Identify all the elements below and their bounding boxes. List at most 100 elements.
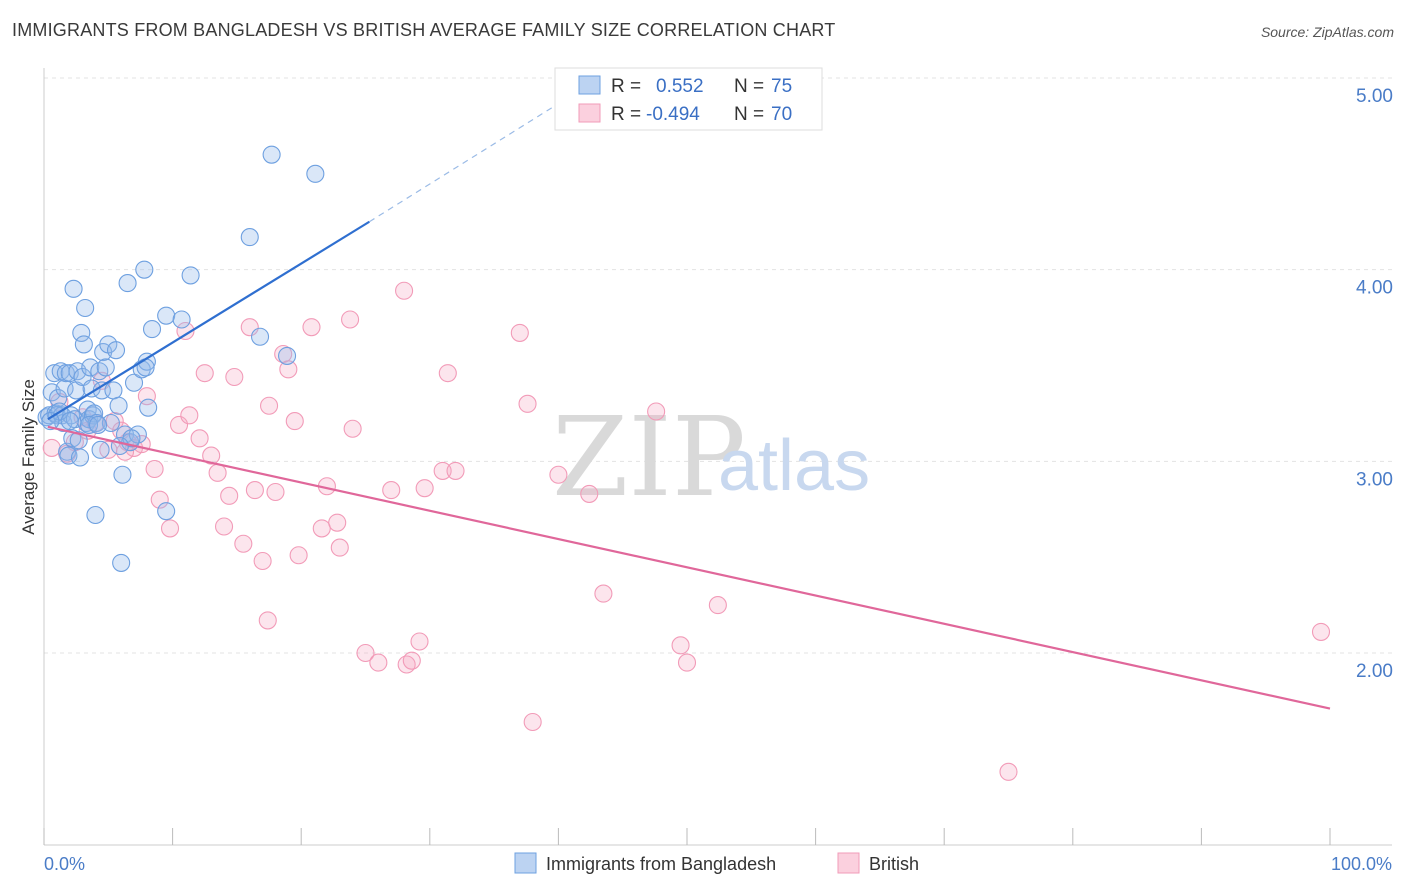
point-bangladesh (240, 228, 259, 247)
point-bangladesh (172, 310, 191, 329)
point-bangladesh (74, 335, 93, 354)
point-bangladesh (86, 505, 105, 525)
point-british (382, 481, 401, 500)
point-bangladesh (136, 358, 155, 377)
y-tick-label: 4.00 (1356, 278, 1393, 299)
legend-label-british: British (869, 854, 919, 874)
point-bangladesh (70, 448, 90, 467)
point-british (330, 538, 349, 557)
legend-swatch-bangladesh (514, 852, 537, 874)
point-bangladesh (262, 145, 281, 164)
point-british (302, 318, 321, 337)
point-bangladesh (157, 306, 176, 325)
point-british (415, 479, 434, 498)
point-bangladesh (96, 358, 115, 377)
point-british (253, 551, 272, 571)
series-british-points (42, 281, 1331, 781)
point-british (234, 534, 253, 553)
point-british (150, 490, 169, 509)
bottom-legend: Immigrants from Bangladesh British (514, 852, 919, 874)
point-british (279, 360, 298, 379)
watermark-zip: ZIP (552, 393, 746, 521)
y-tick-label: 2.00 (1356, 661, 1393, 682)
point-british (176, 321, 195, 341)
point-british (202, 446, 221, 465)
point-british (671, 636, 690, 655)
point-british (341, 310, 360, 329)
y-tick-labels: 2.00 3.00 4.00 5.00 (1356, 86, 1393, 682)
point-british (259, 396, 279, 415)
point-british (1311, 622, 1331, 641)
point-british (402, 651, 421, 670)
point-bangladesh (81, 358, 100, 377)
point-bangladesh (56, 364, 75, 383)
point-bangladesh (59, 446, 78, 465)
stats-swatch-blue (578, 75, 601, 95)
point-british (190, 429, 209, 448)
trend-line-bangladesh-extension (369, 87, 585, 223)
stats-n-label-pink: N = (734, 104, 764, 125)
point-bangladesh (142, 320, 162, 339)
stats-swatch-pink (578, 103, 601, 123)
trend-lines (47, 87, 1331, 710)
legend-swatch-british (837, 852, 860, 874)
point-bangladesh (91, 440, 110, 459)
point-british (225, 367, 244, 387)
point-bangladesh (278, 346, 297, 365)
point-bangladesh (60, 412, 79, 431)
point-british (208, 463, 227, 482)
point-british (446, 461, 465, 480)
source-label: Source: ZipAtlas.com (1260, 24, 1394, 40)
point-bangladesh (113, 465, 132, 484)
point-british (395, 281, 414, 300)
point-british (594, 584, 613, 603)
point-british (433, 461, 452, 480)
point-bangladesh (104, 381, 123, 400)
point-bangladesh (250, 327, 270, 346)
series-bangladesh-points (37, 145, 325, 572)
stats-n-value-pink: 70 (771, 104, 792, 125)
point-bangladesh (157, 502, 176, 521)
point-british (510, 323, 529, 342)
point-british (289, 546, 308, 565)
point-british (258, 611, 277, 630)
point-british (137, 387, 156, 406)
stats-n-value-blue: 75 (771, 76, 792, 97)
y-tick-label: 5.00 (1356, 86, 1393, 107)
stats-n-label-blue: N = (734, 76, 764, 97)
point-bangladesh (110, 436, 129, 456)
point-bangladesh (135, 260, 154, 279)
point-british (180, 406, 199, 425)
stats-r-value-pink: -0.494 (646, 104, 700, 125)
point-british (708, 596, 727, 615)
stats-r-label-pink: R = (611, 104, 641, 125)
point-british (549, 465, 568, 484)
point-bangladesh (139, 398, 158, 417)
point-british (328, 513, 347, 532)
axes (43, 68, 1392, 846)
point-bangladesh (49, 389, 68, 408)
point-bangladesh (306, 164, 325, 183)
x-ticks (43, 828, 1331, 845)
point-british (580, 484, 599, 503)
x-tick-label-max: 100.0% (1331, 854, 1392, 874)
point-british (220, 486, 239, 505)
point-british (518, 394, 537, 413)
point-bangladesh (112, 553, 131, 572)
point-bangladesh (40, 406, 59, 425)
stats-r-label-blue: R = (611, 76, 641, 97)
point-bangladesh (72, 323, 91, 342)
point-bangladesh (124, 373, 144, 392)
point-british (410, 632, 429, 651)
point-bangladesh (76, 298, 95, 318)
point-british (266, 482, 285, 502)
x-tick-label-min: 0.0% (44, 854, 85, 874)
point-british (214, 517, 234, 536)
point-bangladesh (41, 412, 60, 431)
point-british (356, 643, 375, 663)
point-british (343, 419, 362, 438)
point-british (285, 412, 304, 431)
y-tick-label: 3.00 (1356, 469, 1393, 490)
point-british (312, 519, 331, 538)
